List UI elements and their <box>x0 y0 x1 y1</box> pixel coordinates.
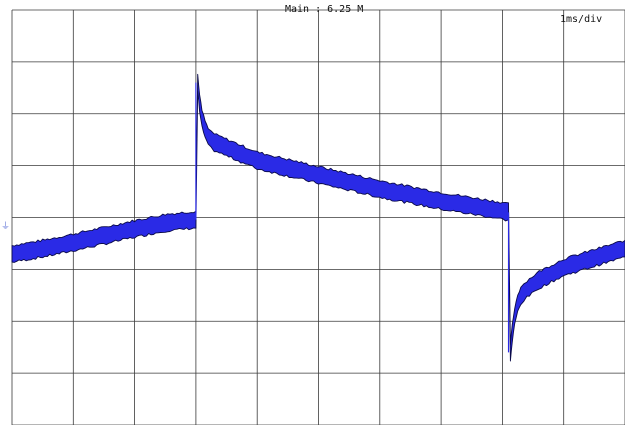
trace-envelope <box>11 73 625 362</box>
ground-reference-marker: ⏚ <box>1 221 10 232</box>
timebase-label: 1ms/div <box>560 14 602 25</box>
graticule-grid <box>11 9 625 425</box>
signal-trace <box>11 73 625 362</box>
main-memory-label: Main : 6.25 M <box>285 4 363 15</box>
